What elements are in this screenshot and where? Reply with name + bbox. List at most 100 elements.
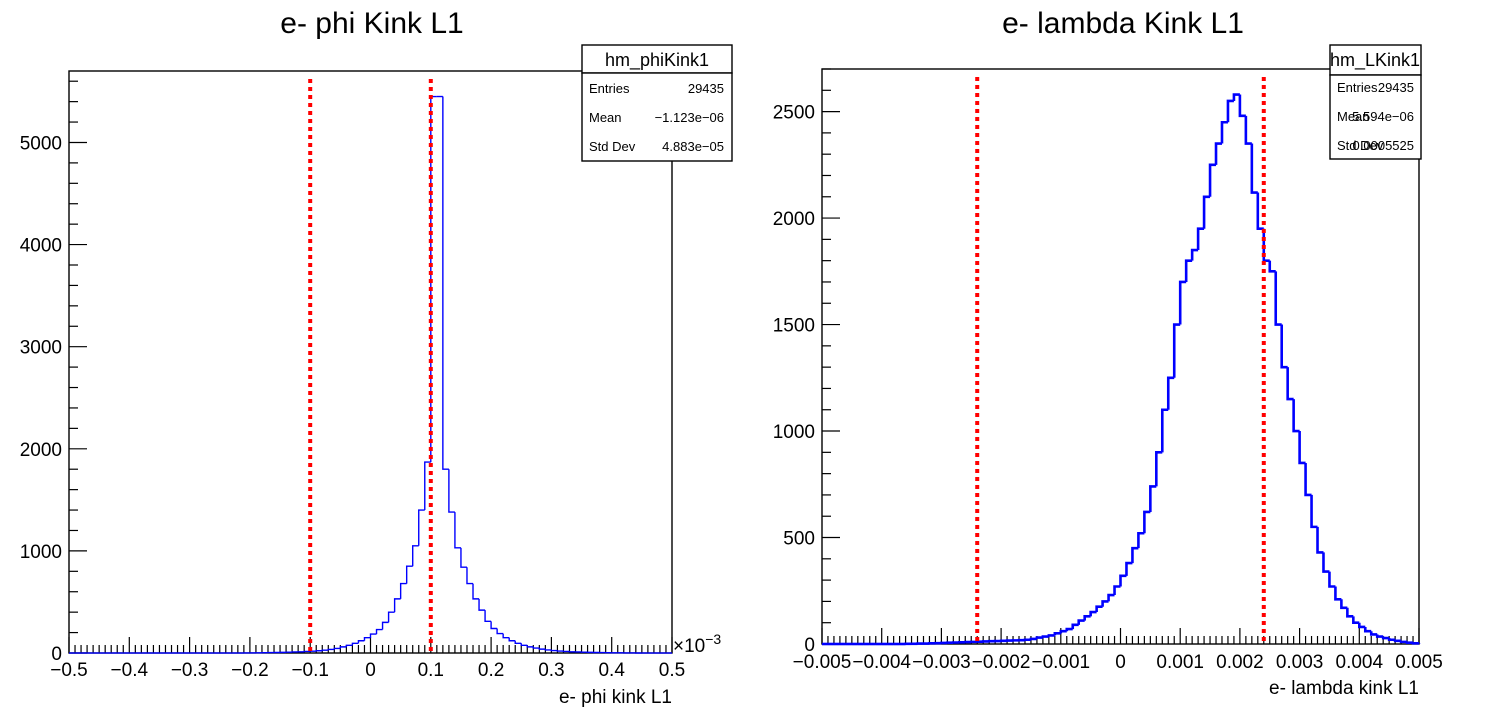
histogram-bin [327, 648, 335, 651]
histogram-bin [1352, 616, 1360, 625]
histogram-bin [1232, 93, 1240, 101]
x-tick-label: 0.1 [418, 660, 444, 681]
histogram-bin [412, 545, 419, 567]
histogram-bin [1292, 399, 1300, 433]
histogram-bin [1172, 323, 1181, 378]
histogram-bin [1101, 600, 1109, 607]
x-tick-label: −0.5 [50, 660, 88, 681]
histogram-bin [1310, 494, 1318, 529]
stats-box: hm_phiKink1 Entries 29435 Mean −1.123e−0… [581, 44, 733, 162]
stats-box: hm_LKink1 Entries 29435 Mean 5.594e−06 S… [1329, 44, 1422, 160]
histogram-bin [544, 649, 552, 651]
histogram-bin [502, 633, 510, 639]
x-tick-label: 0 [365, 660, 376, 681]
histogram-bin [1208, 163, 1217, 197]
histogram-bin [1226, 99, 1234, 123]
histogram-bin [424, 461, 431, 511]
x-axis-multiplier-base: ×10 [673, 636, 705, 657]
x-tick-label: 0.001 [1156, 652, 1204, 673]
histogram-bin [1411, 642, 1419, 645]
histogram-bin [1256, 192, 1264, 231]
histogram-bin [514, 640, 522, 644]
histogram-bin [1280, 324, 1288, 369]
histogram-bin [466, 567, 474, 585]
x-axis-label: e- lambda kink L1 [1269, 678, 1419, 699]
x-tick-label: 0.004 [1336, 652, 1384, 673]
histogram-bin [484, 610, 492, 623]
histogram-bin [1328, 571, 1336, 588]
x-axis-multiplier: ×10−3 [673, 631, 721, 657]
x-tick-label: 0.002 [1216, 652, 1264, 673]
y-tick-label: 3000 [20, 338, 62, 359]
histogram-bin [418, 509, 425, 546]
y-tick-label: 2000 [773, 209, 815, 230]
stats-box-header [581, 44, 733, 74]
stats-row-label: Entries [589, 81, 630, 96]
histogram [69, 95, 672, 654]
histogram-bin [1334, 586, 1342, 601]
y-tick-label: 0 [51, 644, 62, 665]
histogram-bin [1340, 599, 1348, 610]
histogram-bin [1184, 259, 1193, 282]
y-tick-label: 500 [783, 529, 815, 550]
histogram-bin [1190, 248, 1199, 261]
histogram-bin [351, 642, 359, 646]
histogram-bin [1113, 585, 1121, 596]
chart-title: e- lambda Kink L1 [1002, 7, 1244, 40]
stats-row-label: Mean [589, 110, 622, 125]
y-tick-label: 4000 [20, 236, 62, 257]
histogram-bin [1107, 593, 1115, 602]
histogram-bin [1369, 631, 1378, 636]
histogram-bin [532, 646, 540, 649]
tick-labels: −0.5 −0.4 −0.3 −0.2 −0.1 0 0.1 0.2 0.3 0.4 0.5 0 100… [20, 133, 685, 681]
x-tick-label: −0.4 [111, 660, 149, 681]
histogram-bin [1298, 431, 1306, 465]
histogram-bin [1071, 623, 1079, 630]
histogram-bin [1077, 619, 1085, 625]
histogram-bin [1220, 120, 1228, 144]
histogram-bin [399, 582, 407, 599]
histogram-bin [1095, 605, 1103, 613]
histogram-bin [369, 633, 377, 638]
histogram-bin [1125, 561, 1133, 576]
x-tick-label: 0.005 [1395, 652, 1443, 673]
x-tick-label: −0.003 [912, 652, 971, 673]
histogram-bin [496, 628, 504, 635]
y-tick-label: 2000 [20, 440, 62, 461]
histogram-bin [550, 649, 558, 652]
x-tick-label: 0.3 [538, 660, 564, 681]
histogram-bin [1381, 636, 1390, 640]
x-tick-label: −0.3 [171, 660, 209, 681]
histogram-bin [526, 645, 534, 648]
x-axis-label: e- phi kink L1 [559, 687, 672, 708]
x-tick-label: 0.4 [598, 660, 625, 681]
cut-lines [975, 77, 1266, 644]
histogram-bin [1405, 641, 1414, 645]
histogram-bin [520, 643, 528, 647]
x-tick-label: 0.2 [478, 660, 504, 681]
stats-box-body [1329, 74, 1422, 160]
y-tick-label: 1000 [773, 422, 815, 443]
histogram-bin [1214, 142, 1222, 165]
histogram-bin [1322, 552, 1330, 573]
histogram-bin [1393, 639, 1402, 643]
stats-box-name: hm_LKink1 [1330, 50, 1420, 71]
stats-box-body [581, 72, 733, 162]
histogram-bin [1304, 462, 1312, 497]
histogram-bin [1065, 627, 1073, 632]
histogram-bin [339, 646, 347, 649]
histogram-bin [454, 512, 461, 549]
x-tick-label: −0.002 [972, 652, 1031, 673]
histogram-bin [1029, 637, 1037, 641]
stats-row-label: Std Dev [589, 139, 636, 154]
axis-ticks [821, 68, 1420, 645]
histogram-bin [460, 547, 467, 568]
phi-kink-panel: e- phi Kink L1 −0.5 −0.4 −0.3 −0.2 −0.1 0 0.1 0… [20, 7, 733, 708]
histogram-bin [1041, 635, 1049, 638]
x-tick-label: −0.2 [231, 660, 269, 681]
stats-row-label: Std Dev [1337, 138, 1384, 153]
histogram-bin [448, 469, 455, 513]
histogram-bin [1166, 376, 1175, 410]
histogram-bin [381, 621, 389, 630]
